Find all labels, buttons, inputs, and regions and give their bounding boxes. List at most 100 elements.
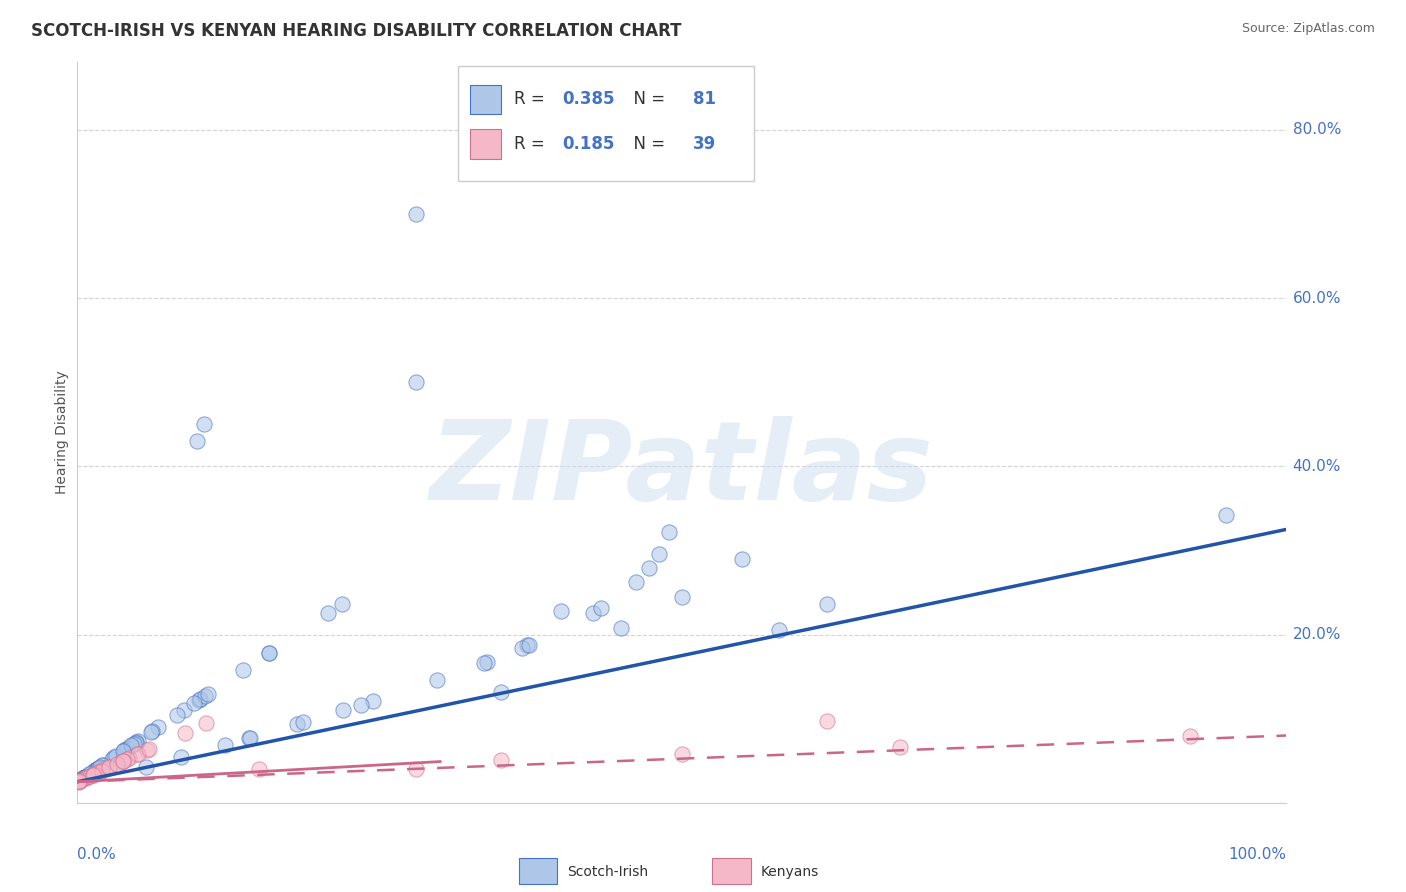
Point [72,771,94,785]
FancyBboxPatch shape [713,858,751,884]
Point [489,684,512,698]
Point [111,754,134,768]
Point [120,739,142,753]
Point [405,762,427,776]
Point [118,751,141,765]
Point [127,734,149,748]
Text: R =: R = [513,135,550,153]
Text: 60.0%: 60.0% [1292,291,1341,305]
Point [257,646,280,660]
Point [73,770,96,784]
Point [193,417,215,432]
Point [98,760,121,774]
Text: R =: R = [513,90,550,109]
Text: 80.0%: 80.0% [1292,122,1341,137]
Point [238,731,260,745]
Point [768,623,790,637]
FancyBboxPatch shape [519,858,557,884]
Point [84,763,107,777]
Point [183,696,205,710]
Point [582,606,605,620]
Point [91,758,114,772]
Point [426,673,449,687]
Point [186,434,208,448]
Point [69,773,91,788]
Point [238,731,260,746]
Point [658,525,681,540]
FancyBboxPatch shape [470,129,501,159]
Point [89,764,111,779]
Point [292,715,315,730]
Point [82,768,104,782]
FancyBboxPatch shape [470,85,501,114]
Point [69,773,91,788]
Point [510,640,533,655]
Point [69,773,91,788]
Point [96,762,118,776]
Point [405,375,427,389]
Point [475,655,498,669]
Point [194,716,217,731]
Point [316,607,339,621]
Point [76,770,98,784]
Point [624,574,647,589]
Point [125,735,148,749]
Point [100,751,122,765]
Text: 39: 39 [693,135,716,153]
Point [589,601,612,615]
Point [173,703,195,717]
Point [517,638,540,652]
Point [138,742,160,756]
Point [111,744,134,758]
Point [350,698,373,712]
Text: Source: ZipAtlas.com: Source: ZipAtlas.com [1241,22,1375,36]
Point [105,756,128,771]
Point [148,720,170,734]
Point [815,714,838,729]
Point [516,639,538,653]
Point [77,767,100,781]
Point [120,739,142,753]
Point [489,753,512,767]
Point [174,725,197,739]
Text: N =: N = [623,135,671,153]
Point [188,692,211,706]
Point [332,703,354,717]
Point [83,763,105,777]
Point [330,597,353,611]
Point [111,754,134,768]
Point [115,752,138,766]
Point [67,774,90,789]
Point [648,547,671,561]
Text: SCOTCH-IRISH VS KENYAN HEARING DISABILITY CORRELATION CHART: SCOTCH-IRISH VS KENYAN HEARING DISABILIT… [31,22,682,40]
Point [89,760,111,774]
Point [115,742,138,756]
Point [472,656,495,670]
Point [67,774,90,789]
Point [67,774,90,789]
Point [1215,508,1237,523]
Text: ZIPatlas: ZIPatlas [430,417,934,523]
Text: 100.0%: 100.0% [1229,847,1286,863]
Point [110,755,132,769]
Text: 20.0%: 20.0% [1292,627,1341,642]
Point [87,765,110,780]
Point [232,663,254,677]
Text: 40.0%: 40.0% [1292,458,1341,474]
Point [69,772,91,787]
Point [405,207,427,221]
Point [731,551,754,566]
Point [86,765,108,780]
Point [1178,729,1201,743]
Point [87,760,110,774]
Text: Kenyans: Kenyans [761,864,818,879]
Text: 81: 81 [693,90,716,109]
Point [97,760,120,774]
Point [112,754,135,768]
Point [815,597,838,611]
Text: 0.385: 0.385 [562,90,614,109]
Point [188,693,211,707]
Point [637,561,659,575]
Point [257,646,280,660]
Text: N =: N = [623,90,671,109]
